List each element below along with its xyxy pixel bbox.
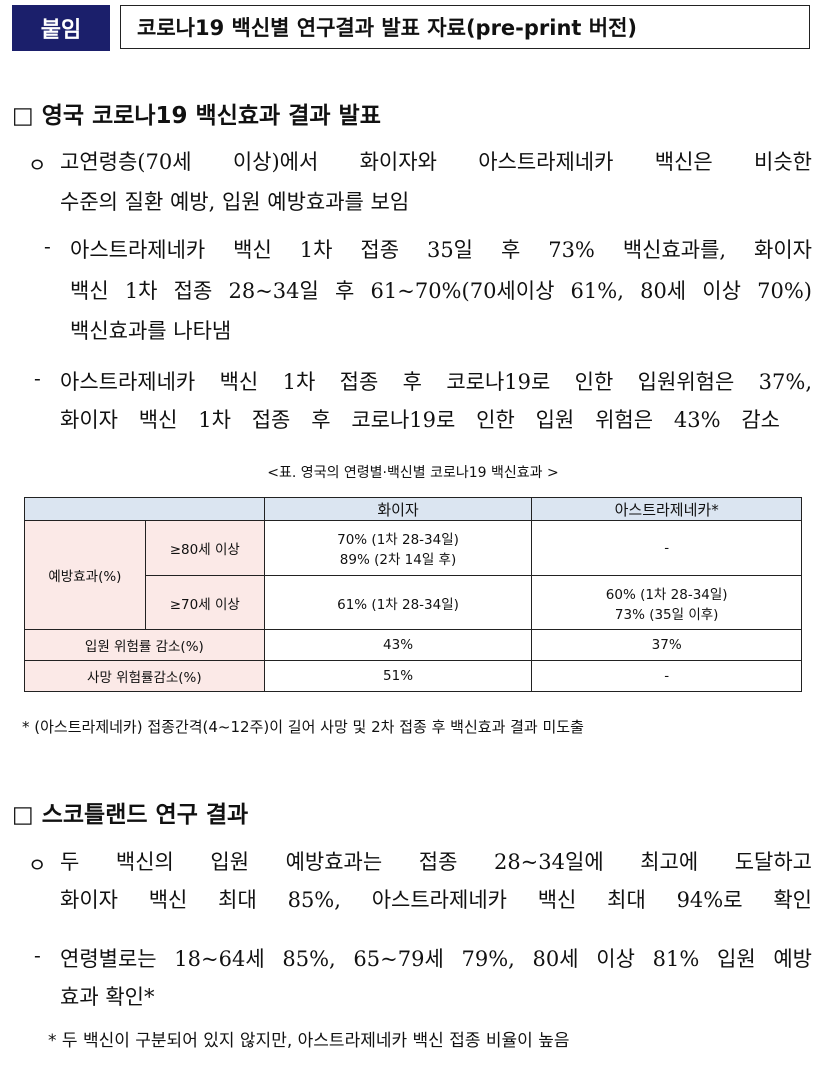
text-line: 효과 확인* (60, 985, 155, 1009)
header-cell: 아스트라제네카* (531, 497, 802, 521)
text-line: 백신 1차 접종 28~34일 후 61~70%(70세이상 61%, 80세 … (70, 279, 812, 303)
row-label-cell: 입원 위험률 감소(%) (24, 629, 265, 661)
text-line: 고연령층(70세 이상)에서 화이자와 아스트라제네카 백신은 비슷한 (60, 150, 812, 174)
text-line: 수준의 질환 예방, 입원 예방효과를 보임 (60, 190, 410, 214)
row-label-cell: ≥70세 이상 (144, 575, 265, 630)
section2-footnote: * 두 백신이 구분되어 있지 않지만, 아스트라제네카 백신 접종 비율이 높… (48, 1031, 570, 1051)
header-cell: 화이자 (263, 497, 533, 521)
table-row: 예방효과(%) ≥80세 이상 70% (1차 28-34일) 89% (2차 1… (24, 520, 802, 630)
group-label-cell: 예방효과(%) (24, 520, 146, 630)
az-cell: - (531, 520, 802, 576)
text-line: 아스트라제네카 백신 1차 접종 35일 후 73% 백신효과를, 화이자 (70, 238, 812, 262)
pfizer-cell: 51% (263, 660, 533, 692)
table-row: 사망 위험률감소(%) 51% - (24, 660, 802, 692)
text-line: 화이자 백신 최대 85%, 아스트라제네카 백신 최대 94%로 확인 (60, 888, 812, 912)
row-label-cell: ≥80세 이상 (144, 520, 265, 576)
text-line: 백신효과를 나타냄 (70, 319, 232, 343)
dash-marker: - (34, 943, 41, 967)
bullet-marker: ㅇ (28, 853, 47, 877)
attachment-badge: 붙임 (12, 5, 110, 51)
text-line: 아스트라제네카 백신 1차 접종 후 코로나19로 인한 입원위험은 37%, (60, 370, 812, 394)
text-line: 연령별로는 18~64세 85%, 65~79세 79%, 80세 이상 81%… (60, 947, 812, 971)
vaccine-efficacy-table: 화이자 아스트라제네카* 예방효과(%) ≥80세 이상 70% (1차 28-… (24, 497, 802, 692)
az-cell: 37% (531, 629, 802, 661)
document-title: 코로나19 백신별 연구결과 발표 자료(pre-print 버전) (120, 5, 810, 49)
table-caption: <표. 영국의 연령별·백신별 코로나19 백신효과 > (267, 465, 559, 481)
dash-marker: - (44, 234, 51, 258)
section1-heading: □ 영국 코로나19 백신효과 결과 발표 (12, 103, 381, 129)
az-cell: - (531, 660, 802, 692)
table-row: 입원 위험률 감소(%) 43% 37% (24, 629, 802, 661)
cell-value: 70% (1차 28-34일) (337, 532, 459, 548)
dash-marker: - (34, 366, 41, 390)
row-label-cell: 사망 위험률감소(%) (24, 660, 265, 692)
text-line: 화이자 백신 1차 접종 후 코로나19로 인한 입원 위험은 43% 감소 (60, 408, 780, 432)
table-footnote: * (아스트라제네카) 접종간격(4~12주)이 길어 사망 및 2차 접종 후… (22, 718, 584, 736)
table-header-row: 화이자 아스트라제네카* (24, 497, 802, 521)
table-row: ≥70세 이상 61% (1차 28-34일) 60% (1차 28-34일) 7… (25, 575, 802, 630)
text-line: 두 백신의 입원 예방효과는 접종 28~34일에 최고에 도달하고 (60, 850, 812, 874)
section2-heading: □ 스코틀랜드 연구 결과 (12, 802, 249, 828)
pfizer-cell: 43% (263, 629, 533, 661)
header-cell (24, 497, 265, 521)
pfizer-cell: 70% (1차 28-34일) 89% (2차 14일 후) (263, 520, 533, 576)
cell-value: 73% (35일 이후) (614, 606, 719, 623)
az-cell: 60% (1차 28-34일) 73% (35일 이후) (531, 575, 802, 630)
cell-value: 60% (1차 28-34일) (605, 586, 728, 603)
pfizer-cell: 61% (1차 28-34일) (263, 575, 533, 630)
cell-value: 89% (2차 14일 후) (339, 552, 457, 568)
bullet-marker: ㅇ (28, 153, 47, 177)
